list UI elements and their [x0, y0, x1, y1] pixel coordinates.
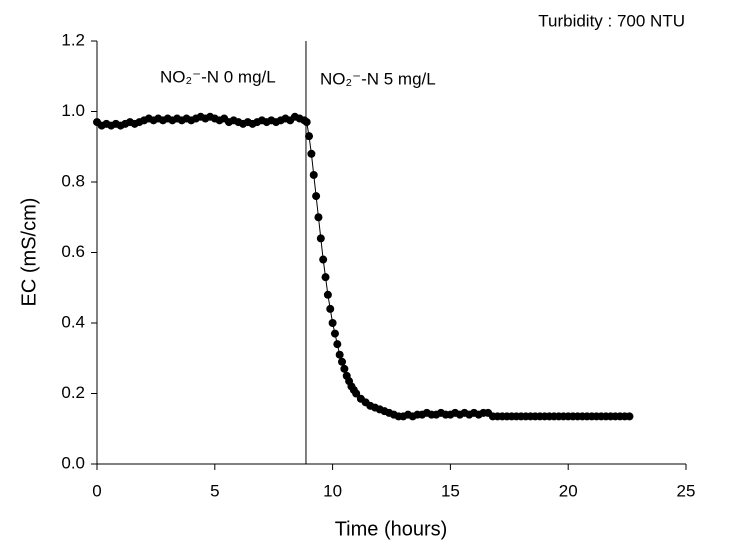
- x-tick-label: 5: [210, 481, 219, 500]
- annotation: NO₂⁻-N 5 mg/L: [320, 69, 436, 88]
- point: [625, 412, 634, 421]
- point: [314, 213, 323, 222]
- point: [335, 350, 344, 359]
- point: [302, 118, 311, 127]
- y-tick-label: 0.0: [61, 453, 85, 472]
- y-tick-label: 0.4: [61, 312, 85, 331]
- x-axis-label: Time (hours): [335, 518, 448, 540]
- x-tick-label: 20: [559, 481, 578, 500]
- y-tick-label: 1.0: [61, 101, 85, 120]
- x-tick-label: 15: [441, 481, 460, 500]
- point: [305, 132, 314, 141]
- x-tick-label: 25: [677, 481, 696, 500]
- point: [330, 329, 339, 338]
- y-tick-label: 0.2: [61, 383, 85, 402]
- note: Turbidity : 700 NTU: [538, 11, 685, 30]
- y-tick-label: 1.2: [61, 30, 85, 49]
- annotation: NO₂⁻-N 0 mg/L: [160, 67, 276, 86]
- point: [352, 389, 361, 398]
- line: [96, 116, 630, 417]
- point: [333, 340, 342, 349]
- point: [312, 192, 321, 201]
- point: [338, 357, 347, 366]
- y-tick-label: 0.8: [61, 171, 85, 190]
- x-tick-label: 0: [92, 481, 101, 500]
- point: [319, 255, 328, 264]
- point: [326, 304, 335, 313]
- point: [323, 290, 332, 299]
- y-tick-label: 0.6: [61, 242, 85, 261]
- point: [340, 364, 349, 373]
- point: [307, 149, 316, 158]
- x-tick-label: 10: [323, 481, 342, 500]
- point: [328, 319, 337, 327]
- point: [309, 170, 318, 179]
- y-axis-label: EC (mS/cm): [18, 198, 40, 307]
- point: [316, 234, 325, 243]
- point: [321, 273, 330, 282]
